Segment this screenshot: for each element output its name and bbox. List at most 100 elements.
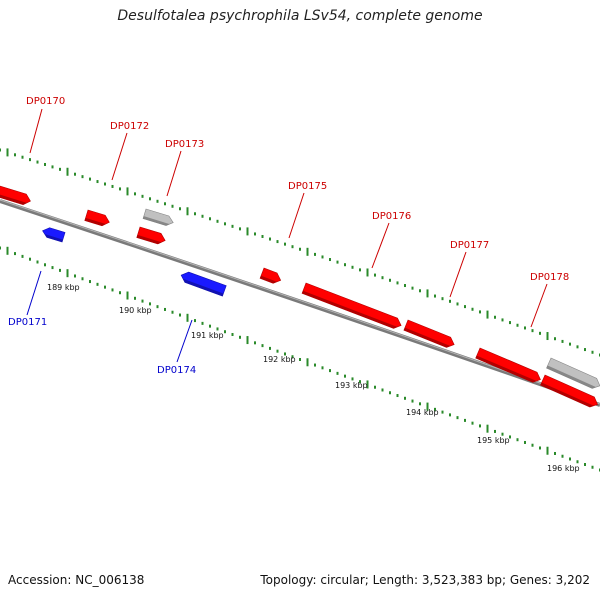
inner-minor-tick: [329, 369, 331, 373]
dp0177-label[interactable]: DP0177: [450, 240, 489, 251]
dp0175-gene-arrow[interactable]: [259, 267, 283, 285]
outer-minor-tick: [209, 217, 211, 221]
outer-minor-tick: [471, 307, 474, 311]
inner-minor-tick: [254, 341, 256, 345]
outer-major-tick: [366, 268, 369, 277]
inner-minor-tick: [434, 407, 436, 411]
inner-minor-tick: [494, 429, 496, 433]
dp0178-label[interactable]: DP0178: [530, 272, 569, 283]
inner-minor-tick: [164, 307, 166, 311]
dp0177-gene-arrow[interactable]: [403, 319, 456, 350]
dp0172-label[interactable]: DP0172: [110, 121, 149, 132]
inner-minor-tick: [314, 363, 316, 367]
arrow-shade: [260, 275, 277, 284]
gene-arrow[interactable]: [540, 374, 600, 409]
inner-major-tick: [366, 380, 369, 389]
inner-minor-tick: [119, 291, 121, 295]
dp0170-leader-line: [29, 108, 43, 154]
dp0174-leader-line: [176, 319, 193, 363]
dp0175-label[interactable]: DP0175: [288, 181, 327, 192]
arrow-shade: [136, 234, 162, 244]
dp0174-label[interactable]: DP0174: [157, 365, 196, 376]
inner-minor-tick: [179, 313, 181, 317]
outer-minor-tick: [441, 297, 444, 301]
gene-arrow[interactable]: [0, 182, 32, 206]
scale-label: 191 kbp: [191, 331, 224, 340]
outer-minor-tick: [224, 222, 226, 226]
outer-minor-tick: [59, 167, 61, 171]
outer-minor-tick: [561, 339, 564, 343]
outer-minor-tick: [104, 182, 106, 186]
inner-minor-tick: [59, 268, 61, 272]
inner-minor-tick: [156, 305, 159, 309]
dp0171-label[interactable]: DP0171: [8, 317, 47, 328]
inner-minor-tick: [584, 462, 586, 466]
scale-label: 189 kbp: [47, 283, 80, 292]
outer-minor-tick: [254, 232, 256, 236]
outer-major-tick: [246, 227, 249, 236]
outer-minor-tick: [89, 177, 91, 181]
outer-minor-tick: [464, 305, 466, 309]
outer-minor-tick: [344, 263, 346, 267]
dp0174-gene-arrow[interactable]: [179, 270, 227, 297]
dp0171-leader-line: [26, 270, 42, 316]
inner-major-tick: [426, 402, 429, 411]
inner-minor-tick: [111, 288, 114, 292]
dp0170-label[interactable]: DP0170: [26, 96, 65, 107]
feature-arrow[interactable]: [546, 357, 600, 391]
outer-minor-tick: [396, 281, 399, 285]
outer-minor-tick: [239, 227, 241, 231]
dp0172-leader-line: [111, 132, 128, 181]
inner-minor-tick: [389, 391, 391, 395]
outer-minor-tick: [291, 245, 294, 249]
outer-minor-tick: [36, 160, 39, 164]
scale-label: 195 kbp: [477, 436, 510, 445]
arrow-shade: [302, 290, 398, 329]
dp0176-leader-line: [371, 222, 390, 269]
outer-minor-tick: [479, 310, 481, 314]
outer-minor-tick: [419, 289, 421, 293]
outer-minor-tick: [284, 242, 286, 246]
inner-minor-tick: [299, 358, 301, 361]
dp0176-label[interactable]: DP0176: [372, 211, 411, 222]
outer-minor-tick: [21, 155, 24, 159]
outer-minor-tick: [51, 165, 54, 169]
inner-minor-tick: [231, 332, 234, 336]
inner-minor-tick: [351, 377, 354, 381]
inner-major-tick: [6, 246, 9, 255]
inner-major-tick: [246, 336, 249, 345]
dp0175-leader-line: [288, 192, 305, 239]
dp0178-gene-arrow[interactable]: [475, 347, 543, 385]
arrow-shade: [0, 190, 27, 205]
scale-label: 196 kbp: [547, 464, 580, 473]
outer-minor-tick: [156, 199, 159, 203]
outer-minor-tick: [44, 162, 46, 166]
inner-minor-tick: [171, 310, 174, 314]
outer-minor-tick: [164, 202, 166, 206]
arrow-body: [180, 271, 227, 297]
outer-minor-tick: [539, 331, 541, 335]
inner-minor-tick: [209, 324, 211, 328]
gene-arrow[interactable]: [136, 226, 167, 246]
outer-minor-tick: [81, 175, 84, 179]
inner-minor-tick: [284, 352, 286, 356]
dp0171-gene-arrow[interactable]: [41, 226, 66, 243]
outer-major-tick: [306, 247, 309, 256]
outer-minor-tick: [389, 278, 391, 282]
inner-minor-tick: [291, 355, 294, 359]
dp0173-feature-arrow[interactable]: [142, 208, 175, 227]
inner-minor-tick: [531, 443, 534, 447]
outer-major-tick: [546, 332, 549, 341]
inner-minor-tick: [276, 349, 279, 353]
outer-minor-tick: [14, 153, 16, 157]
inner-minor-tick: [201, 321, 204, 325]
scale-label: 194 kbp: [406, 408, 439, 417]
outer-minor-tick: [269, 237, 271, 241]
dp0172-gene-arrow[interactable]: [84, 209, 111, 228]
outer-minor-tick: [74, 172, 76, 176]
dp0173-label[interactable]: DP0173: [165, 139, 204, 150]
inner-major-tick: [486, 424, 489, 433]
arrow-shade: [546, 365, 597, 389]
dp0176-gene-arrow[interactable]: [301, 282, 403, 331]
